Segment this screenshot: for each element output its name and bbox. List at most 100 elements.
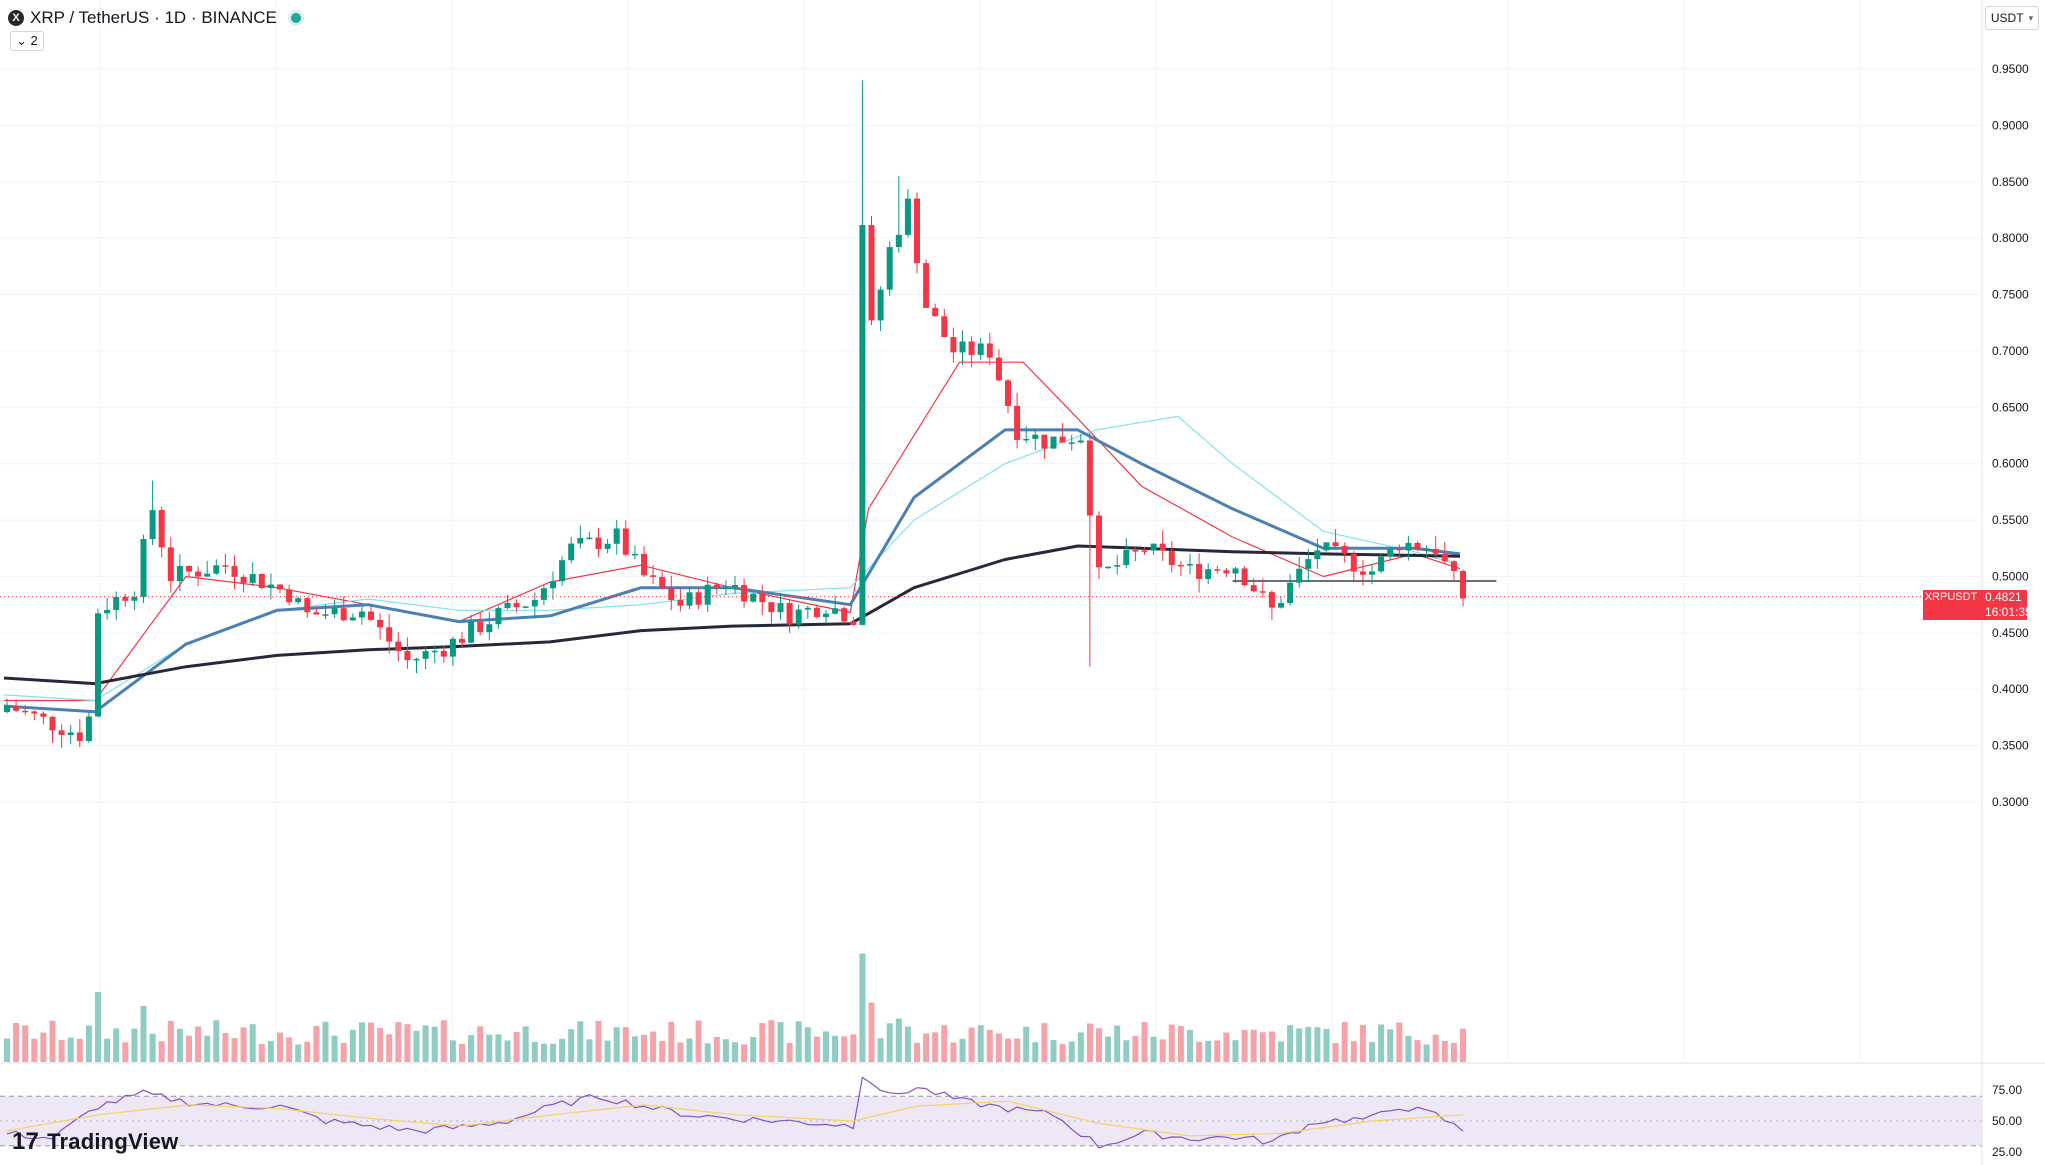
price-tick-label: 0.9500 <box>1992 62 2029 76</box>
candle-body <box>1041 434 1048 449</box>
moving-average-line <box>3 428 1461 714</box>
candles <box>4 80 1466 748</box>
volume-bar <box>923 1033 930 1062</box>
candle-body <box>258 574 265 589</box>
indicator-count-badge[interactable]: ⌄ 2 <box>10 31 44 51</box>
candle-body <box>540 588 547 600</box>
candle-body <box>568 543 575 561</box>
moving-average-line <box>3 415 1461 702</box>
volume-bar <box>1041 1023 1048 1062</box>
candle-body <box>1232 568 1239 574</box>
candle-body <box>513 602 520 608</box>
currency-button[interactable]: USDT ▾ <box>1985 6 2039 30</box>
volume-bar <box>1241 1030 1248 1062</box>
volume-bar <box>1168 1024 1175 1062</box>
volume-bar <box>895 1018 902 1062</box>
volume-bar <box>386 1034 393 1062</box>
candle-body <box>1323 542 1330 551</box>
volume-bar <box>368 1022 374 1062</box>
volume-bar <box>622 1027 629 1062</box>
volume-bar <box>1077 1032 1084 1062</box>
candle-body <box>968 341 975 355</box>
volume-bars <box>4 953 1466 1062</box>
volume-bar <box>22 1025 29 1062</box>
market-status-icon[interactable] <box>290 13 301 23</box>
candle-body <box>368 611 374 620</box>
volume-bar <box>968 1027 975 1062</box>
volume-bar <box>76 1038 83 1062</box>
candle-body <box>1450 561 1457 572</box>
candle-body <box>859 225 866 625</box>
candle-body <box>1005 380 1011 406</box>
candle-body <box>1159 543 1166 551</box>
candle-body <box>358 611 365 618</box>
candle-body <box>650 575 657 577</box>
volume-bar <box>1259 1032 1266 1062</box>
volume-bar <box>222 1033 229 1062</box>
moving-average-line <box>4 361 1461 702</box>
volume-bar <box>104 1038 111 1062</box>
price-tick-label: 0.9000 <box>1992 118 2029 132</box>
candle-body <box>386 627 393 642</box>
volume-bar <box>713 1036 720 1062</box>
volume-bar <box>1123 1040 1130 1062</box>
volume-bar <box>176 1028 183 1062</box>
volume-bar <box>586 1039 593 1062</box>
candle-body <box>768 602 775 613</box>
volume-bar <box>195 1026 202 1062</box>
volume-bar <box>40 1032 47 1062</box>
price-tick-label: 0.6500 <box>1992 400 2029 414</box>
volume-bar <box>1287 1025 1294 1062</box>
candle-body <box>122 596 129 601</box>
candle-body <box>340 608 347 621</box>
volume-bar <box>540 1043 547 1062</box>
candle-body <box>1278 603 1284 608</box>
candle-body <box>40 713 47 717</box>
volume-bar <box>1132 1036 1139 1062</box>
candle-body <box>4 706 10 712</box>
candle-body <box>923 263 930 308</box>
candle-body <box>113 596 120 610</box>
symbol-title[interactable]: XRP / TetherUS · 1D · BINANCE <box>30 8 277 27</box>
volume-bar <box>777 1022 784 1062</box>
tradingview-watermark[interactable]: 17 TradingView <box>12 1128 179 1156</box>
candle-body <box>1168 550 1175 565</box>
volume-bar <box>240 1027 247 1062</box>
volume-bar <box>358 1022 365 1062</box>
candle-body <box>559 560 566 582</box>
candle-body <box>1314 550 1321 560</box>
volume-bar <box>1268 1031 1275 1062</box>
volume-bar <box>1187 1029 1193 1062</box>
volume-bar <box>1177 1026 1184 1062</box>
volume-bar <box>1460 1028 1466 1062</box>
candle-body <box>349 617 356 621</box>
candle-body <box>941 316 948 338</box>
candle-body <box>586 537 593 540</box>
candle-body <box>231 566 238 577</box>
candle-body <box>622 528 629 555</box>
candle-body <box>131 596 138 601</box>
volume-bar <box>167 1020 174 1062</box>
candle-body <box>759 593 766 603</box>
volume-bar <box>722 1039 729 1062</box>
moving-averages <box>0 361 1982 714</box>
price-axis: 0.9500 0.9000 0.8500 0.8000 0.7500 0.7000 0.65… <box>1992 62 2029 1159</box>
volume-bar <box>522 1026 529 1062</box>
candle-body <box>904 198 911 235</box>
candle-body <box>504 602 511 609</box>
candle-body <box>313 612 320 615</box>
price-tick-label: 0.4500 <box>1992 626 2029 640</box>
candle-body <box>1023 438 1030 441</box>
candle-body <box>786 603 793 625</box>
candle-body <box>1414 542 1421 550</box>
candle-body <box>795 609 802 625</box>
candle-body <box>850 621 857 625</box>
candle-body <box>550 581 556 589</box>
volume-bar <box>313 1025 320 1062</box>
volume-bar <box>1296 1028 1303 1062</box>
candle-body <box>1287 582 1294 604</box>
volume-bar <box>868 1002 875 1062</box>
candle-body <box>49 716 56 731</box>
